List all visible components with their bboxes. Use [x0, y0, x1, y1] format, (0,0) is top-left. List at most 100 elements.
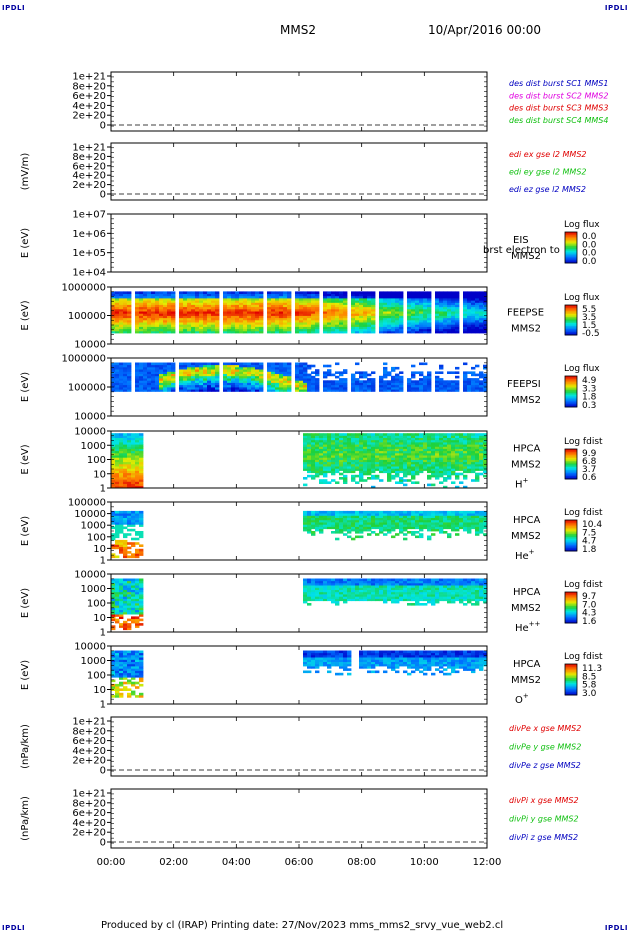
spectrogram-cell — [395, 472, 400, 476]
spectrogram-cell — [267, 306, 272, 310]
spectrogram-cell — [203, 322, 208, 325]
spectrogram-cell — [351, 375, 356, 379]
spectrogram-cell — [195, 306, 200, 310]
spectrogram-cell — [199, 306, 204, 310]
spectrogram-cell — [183, 293, 188, 297]
spectrogram-cell — [367, 589, 372, 593]
spectrogram-cell — [123, 380, 128, 383]
spectrogram-cell — [171, 295, 176, 299]
spectrogram-cell — [231, 328, 236, 332]
spectrogram-cell — [431, 515, 436, 518]
spectrogram-cell — [355, 324, 360, 327]
spectrogram-cell — [215, 319, 220, 323]
spectrogram-cell — [215, 291, 220, 294]
spectrogram-cell — [439, 466, 444, 469]
spectrogram-cell — [279, 389, 284, 392]
spectrogram-cell — [315, 594, 320, 597]
spectrogram-cell — [371, 587, 376, 590]
spectrogram-cell — [199, 369, 204, 372]
spectrogram-cell — [123, 322, 128, 325]
spectrogram-cell — [319, 435, 324, 438]
spectrogram-cell — [379, 444, 384, 447]
spectrogram-cell — [307, 375, 312, 379]
spectrogram-cell — [411, 439, 416, 443]
spectrogram-cell — [339, 526, 344, 530]
spectrogram-cell — [179, 373, 184, 377]
spectrogram-cell — [455, 533, 460, 536]
spectrogram-cell — [127, 625, 132, 628]
spectrogram-cell — [127, 587, 132, 590]
spectrogram-cell — [371, 326, 376, 330]
colorbar-cell — [565, 538, 577, 541]
spacecraft-label: MMS2 — [511, 251, 541, 262]
spectrogram-cell — [207, 319, 212, 323]
y-axis-title: E (eV) — [20, 300, 31, 330]
spectrogram-cell — [299, 382, 304, 386]
spectrogram-cell — [127, 295, 132, 299]
spectrogram-cell — [319, 528, 324, 532]
spectrogram-cell — [435, 322, 440, 325]
spectrogram-cell — [327, 291, 332, 294]
spectrogram-cell — [319, 515, 324, 518]
spectrogram-cell — [343, 466, 348, 469]
spectrogram-cell — [467, 313, 472, 316]
spectrogram-cell — [423, 455, 428, 458]
spectrogram-cell — [351, 474, 356, 478]
spectrogram-cell — [127, 457, 132, 460]
spectrogram-cell — [327, 389, 332, 392]
spectrogram-cell — [423, 446, 428, 449]
spectrogram-cell — [459, 433, 464, 436]
spectrogram-cell — [435, 313, 440, 316]
spectrogram-cell — [435, 442, 440, 445]
spectrogram-cell — [123, 542, 128, 545]
spectrogram-cell — [159, 366, 164, 370]
spectrogram-cell — [347, 510, 352, 514]
spectrogram-cell — [119, 542, 124, 545]
colorbar-cell — [565, 329, 577, 331]
spectrogram-cell — [123, 472, 128, 476]
spectrogram-cell — [127, 369, 132, 372]
spectrogram-cell — [307, 322, 312, 325]
spectrogram-cell — [127, 591, 132, 595]
spectrogram-cell — [275, 364, 280, 368]
spectrogram-cell — [379, 585, 384, 588]
spectrogram-cell — [135, 607, 140, 611]
spectrogram-cell — [111, 598, 116, 602]
spectrogram-cell — [351, 466, 356, 469]
spectrogram-cell — [319, 513, 324, 516]
spectrogram-cell — [247, 315, 252, 319]
spectrogram-cell — [471, 513, 476, 516]
spectrogram-cell — [335, 298, 340, 301]
spectrogram-cell — [447, 457, 452, 460]
spectrogram-cell — [127, 580, 132, 584]
spectrogram-cell — [379, 437, 384, 441]
colorbar-cell — [565, 255, 577, 258]
spectrogram-cell — [119, 444, 124, 447]
spectrogram-cell — [335, 585, 340, 588]
spectrogram-cell — [295, 308, 300, 312]
spectrogram-cell — [119, 300, 124, 303]
spectrogram-cell — [471, 315, 476, 319]
spectrogram-cell — [439, 455, 444, 458]
spectrogram-cell — [327, 322, 332, 325]
spectrogram-cell — [455, 474, 460, 478]
spectrogram-cell — [111, 437, 116, 441]
spectrogram-cell — [203, 378, 208, 381]
spectrogram-cell — [411, 304, 416, 308]
spectrogram-cell — [243, 330, 248, 334]
colorbar-cell — [565, 461, 577, 463]
spectrogram-cell — [319, 578, 324, 582]
spectrogram-cell — [183, 373, 188, 377]
spectrogram-cell — [163, 378, 168, 381]
spectrogram-cell — [243, 302, 248, 305]
spectrogram-cell — [343, 600, 348, 604]
spectrogram-cell — [475, 448, 480, 452]
spectrogram-cell — [423, 517, 428, 521]
spectrogram-cell — [347, 457, 352, 460]
spectrogram-cell — [335, 304, 340, 308]
spectrogram-cell — [155, 313, 160, 316]
spectrogram-cell — [303, 448, 308, 452]
spectrogram-cell — [343, 468, 348, 471]
spectrogram-cell — [123, 375, 128, 379]
spectrogram-cell — [159, 384, 164, 388]
